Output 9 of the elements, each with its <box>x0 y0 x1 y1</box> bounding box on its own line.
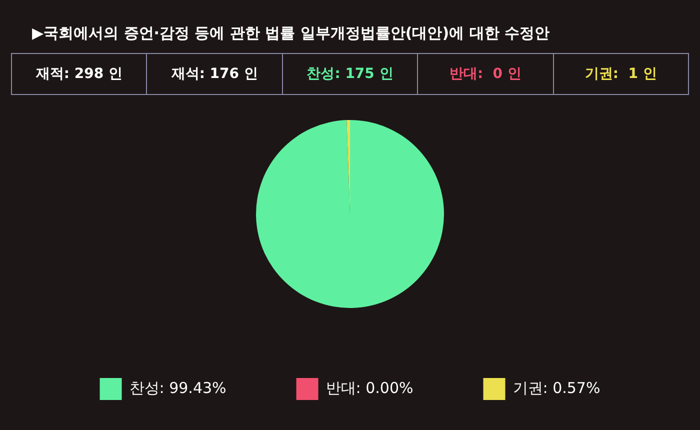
text: 기권: 1 인 <box>552 54 688 94</box>
text: 재적: 298 인 <box>34 65 124 84</box>
chart-title: ▶국회에서의 증언·감정 등에 관한 법률 일부개정법률안(대안)에 대한 수정안 <box>32 24 550 43</box>
text: 재석: 176 인 <box>146 54 282 94</box>
legend-label: 기권: 0.57% <box>512 378 600 397</box>
text: 반대: 0 인 <box>417 54 553 94</box>
legend-label: 반대: 0.00% <box>326 378 414 397</box>
legend-label: 찬성: 99.43% <box>129 378 226 397</box>
text: 찬성: 175 인 <box>282 54 418 94</box>
